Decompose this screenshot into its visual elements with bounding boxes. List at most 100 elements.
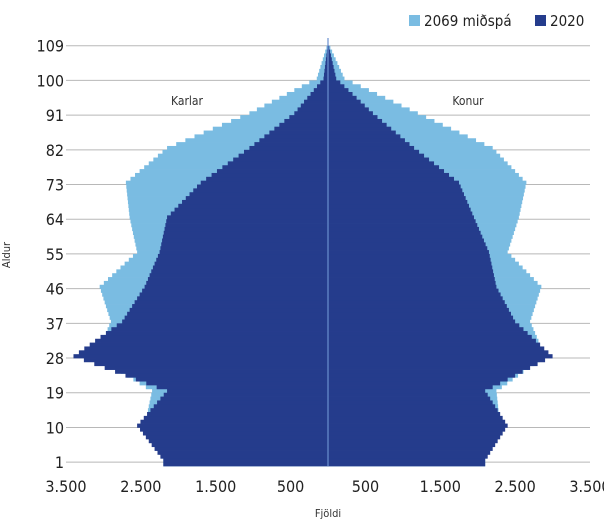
- bar-male: [289, 115, 328, 120]
- bar-male: [143, 415, 328, 421]
- bar-male: [148, 439, 328, 444]
- bar-male: [160, 246, 328, 251]
- bar-female: [328, 134, 401, 139]
- bar-female: [328, 427, 506, 432]
- bar-female: [328, 145, 415, 151]
- bar-female: [328, 253, 490, 259]
- bar-male: [212, 126, 328, 131]
- bar-female: [328, 207, 471, 212]
- bar-female: [328, 246, 488, 251]
- bar-male: [194, 134, 328, 139]
- bar-male: [160, 396, 328, 401]
- bar-male: [271, 99, 328, 104]
- bar-female: [328, 226, 479, 232]
- bar-male: [249, 145, 328, 151]
- bar-male: [309, 80, 328, 85]
- y-tick-label: 109: [37, 37, 64, 56]
- bar-male: [326, 45, 328, 50]
- bar-female: [328, 439, 498, 444]
- bar-male: [325, 57, 328, 62]
- x-tick-label: 2.500: [120, 477, 161, 496]
- bar-female: [328, 273, 494, 278]
- bar-male: [249, 111, 328, 116]
- bar-female: [328, 365, 531, 370]
- bar-female: [328, 392, 488, 397]
- bar-female: [328, 346, 545, 351]
- bar-male: [135, 377, 328, 382]
- bar-female: [328, 99, 361, 104]
- bar-male: [160, 454, 328, 459]
- x-tick-label: 3.500: [45, 477, 86, 496]
- bar-male: [185, 138, 328, 143]
- bar-male: [140, 419, 328, 424]
- bar-female: [328, 130, 396, 135]
- bar-male: [203, 130, 328, 135]
- bar-female: [328, 230, 481, 235]
- bar-female: [328, 350, 549, 355]
- bar-female: [328, 57, 332, 62]
- legend-label-2020: 2020: [550, 12, 584, 30]
- bar-male: [146, 280, 328, 286]
- bar-female: [328, 169, 445, 174]
- bar-female: [328, 415, 503, 421]
- bar-male: [83, 358, 328, 363]
- bar-male: [317, 84, 328, 89]
- bar-male: [156, 385, 328, 390]
- x-tick-label: 3.500: [569, 477, 604, 496]
- bar-male: [243, 149, 328, 155]
- bar-male: [326, 53, 328, 58]
- bar-male: [320, 64, 328, 70]
- series-2020: [73, 45, 553, 467]
- bar-female: [328, 358, 546, 363]
- bar-male: [325, 49, 328, 54]
- legend: 2069 miðspá 2020: [409, 12, 584, 30]
- bar-male: [200, 180, 328, 185]
- bar-male: [324, 53, 328, 58]
- x-tick-label: 2.500: [495, 477, 536, 496]
- legend-swatch-2069: [409, 15, 420, 26]
- y-tick-label: 100: [37, 71, 64, 90]
- bar-female: [328, 192, 464, 197]
- bar-male: [324, 64, 328, 70]
- bar-male: [157, 253, 328, 259]
- bar-male: [221, 122, 328, 128]
- bar-male: [151, 269, 328, 274]
- bar-male: [161, 242, 328, 247]
- bar-male: [132, 304, 328, 309]
- bar-female: [328, 442, 496, 448]
- bar-male: [100, 334, 329, 340]
- bar-male: [323, 76, 328, 81]
- bar-female: [328, 369, 523, 374]
- x-tick-label: 1.500: [420, 477, 461, 496]
- bar-female: [328, 269, 494, 274]
- bar-female: [328, 296, 503, 301]
- bar-female: [328, 373, 516, 378]
- bar-male: [319, 68, 328, 74]
- bar-female: [328, 95, 357, 101]
- bar-female: [328, 53, 331, 58]
- bar-female: [328, 115, 378, 120]
- bar-female: [328, 338, 536, 343]
- bar-male: [145, 435, 328, 440]
- bar-male: [211, 172, 328, 178]
- bar-female: [328, 261, 492, 266]
- bar-male: [185, 196, 328, 201]
- bar-female: [328, 122, 387, 128]
- bar-male: [176, 142, 328, 147]
- bar-female: [328, 142, 410, 147]
- bar-female: [328, 284, 497, 289]
- bar-female: [328, 180, 459, 185]
- bar-male: [163, 392, 328, 397]
- bar-male: [316, 76, 328, 81]
- y-tick-label: 37: [46, 314, 64, 333]
- bar-male: [134, 300, 328, 305]
- bar-female: [328, 61, 338, 66]
- bar-female: [328, 118, 383, 124]
- bar-male: [279, 122, 328, 128]
- bar-male: [264, 103, 328, 108]
- bar-male: [216, 169, 328, 174]
- x-tick-label: 500: [352, 477, 379, 496]
- bar-male: [313, 88, 328, 93]
- bar-female: [328, 53, 334, 58]
